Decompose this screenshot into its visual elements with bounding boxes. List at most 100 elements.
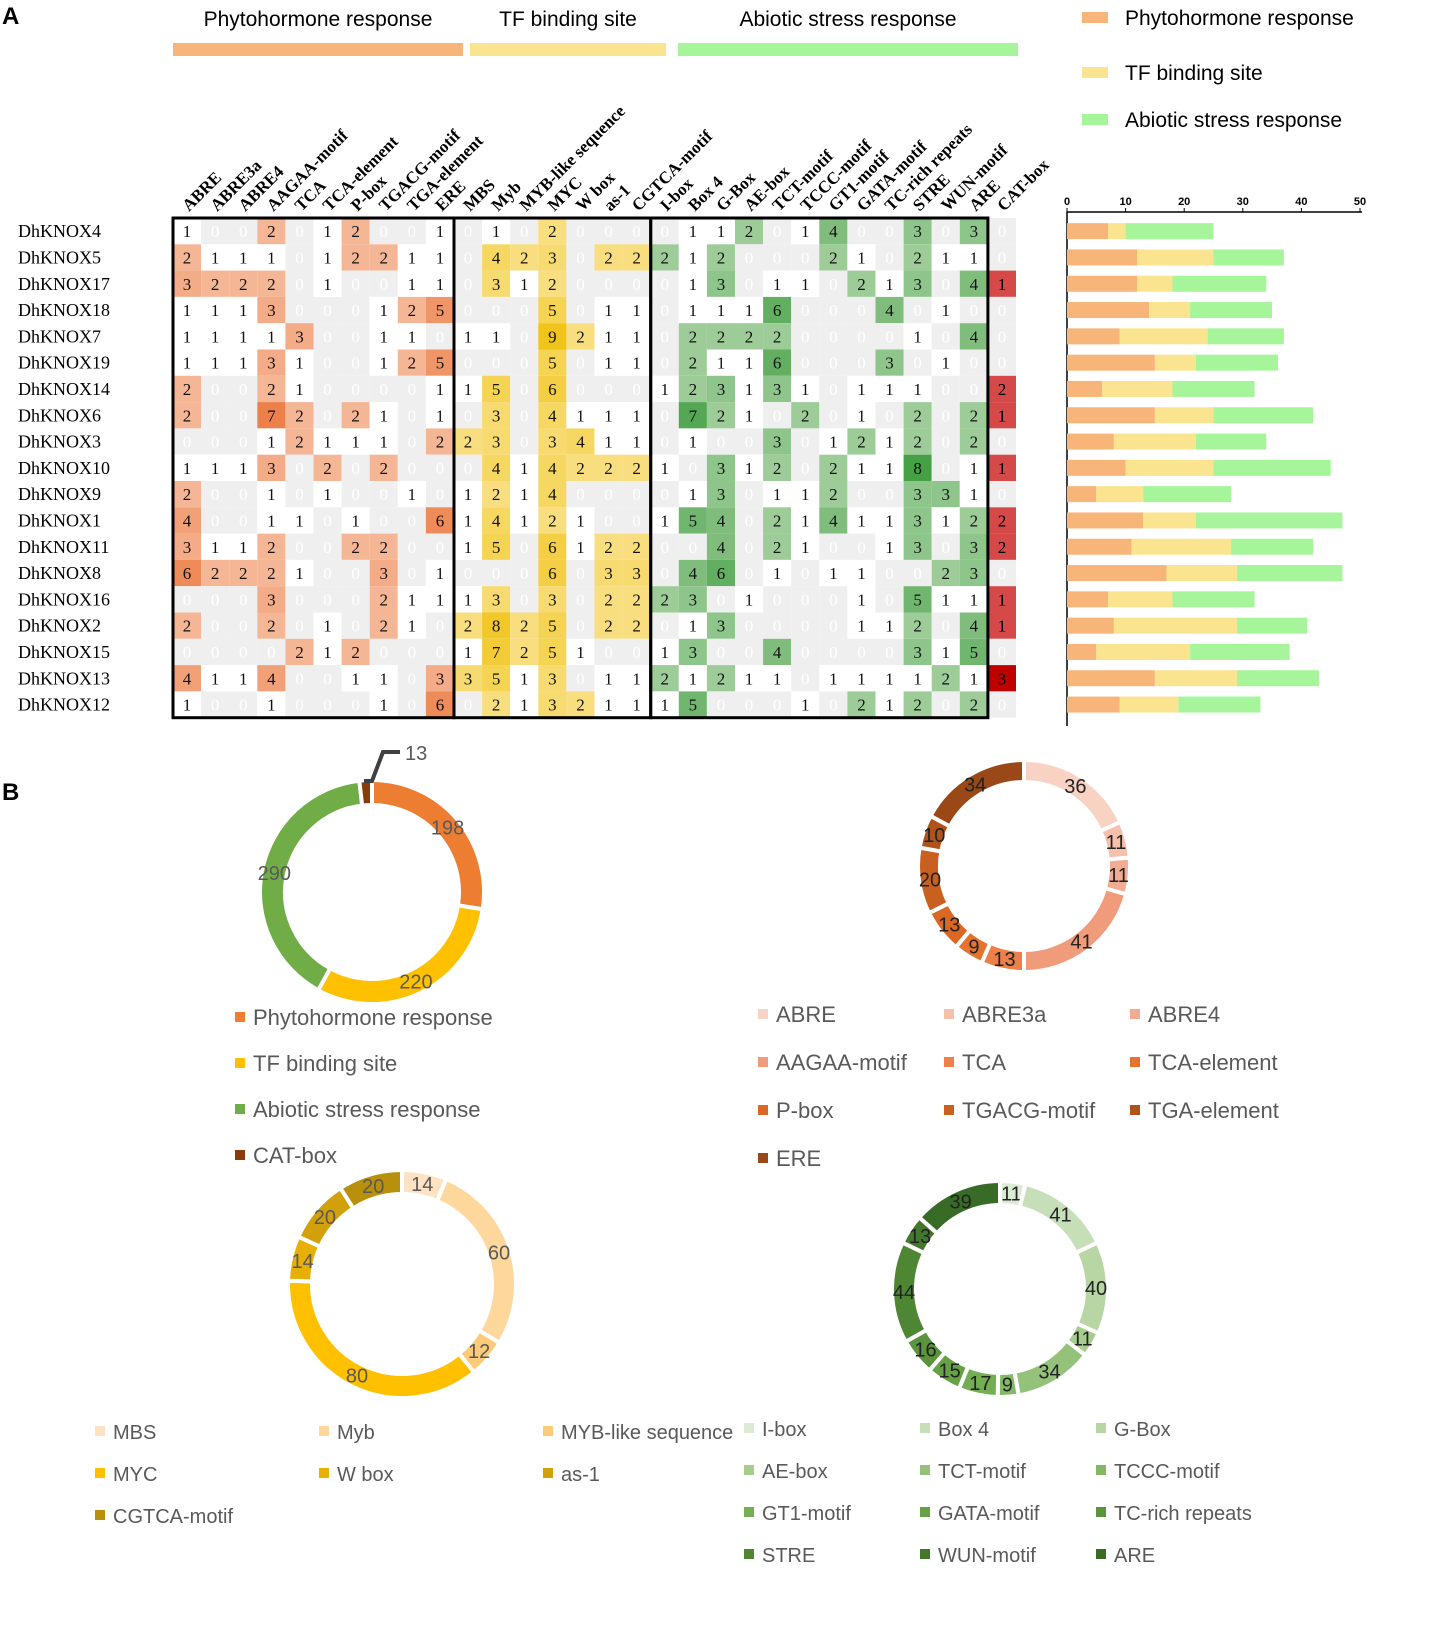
heatmap-cell <box>538 481 567 508</box>
heatmap-cell-value: 1 <box>857 669 866 688</box>
heatmap-cell-value: 1 <box>801 696 810 715</box>
heatmap-cell-value: 1 <box>632 406 641 425</box>
bar-segment <box>1137 249 1214 266</box>
donut-value-label: 17 <box>969 1373 991 1395</box>
heatmap-cell-value: 0 <box>773 590 782 609</box>
heatmap-cell-value: 0 <box>885 590 894 609</box>
heatmap-cell-value: 1 <box>745 590 754 609</box>
heatmap-cell <box>622 586 651 613</box>
heatmap-cell <box>875 323 904 350</box>
heatmap-cell <box>875 638 904 666</box>
heatmap-cell-value: 1 <box>801 380 810 399</box>
heatmap-cell <box>735 559 764 587</box>
heatmap-cell-value: 0 <box>604 643 613 662</box>
heatmap-cell-value: 5 <box>492 380 501 399</box>
heatmap-cell <box>763 481 792 508</box>
heatmap-cell <box>931 612 960 639</box>
heatmap-cell <box>987 323 1016 350</box>
heatmap-cell-value: 6 <box>773 354 782 373</box>
heatmap-cell-value: 3 <box>267 459 276 478</box>
heatmap-cell <box>341 270 370 297</box>
heatmap-cell-value: 0 <box>857 301 866 320</box>
heatmap-cell <box>257 691 286 718</box>
heatmap-cell <box>313 218 342 245</box>
heatmap-cell-value: 3 <box>942 485 951 504</box>
legend-swatch <box>1082 67 1108 78</box>
heatmap-cell <box>650 691 679 718</box>
heatmap-cell <box>650 428 679 455</box>
group-header-bar <box>678 43 1018 56</box>
heatmap-cell-value: 0 <box>745 564 754 583</box>
heatmap-cell <box>257 612 286 639</box>
group-header-bar <box>173 43 463 56</box>
heatmap-cell-value: 0 <box>576 275 585 294</box>
heatmap-cell <box>229 612 258 639</box>
heatmap-cell <box>706 218 735 245</box>
heatmap-cell <box>454 586 483 613</box>
heatmap-cell-value: 4 <box>267 669 276 688</box>
heatmap-cell <box>482 244 511 271</box>
donut-value-label: 14 <box>411 1174 433 1196</box>
heatmap-cell <box>763 218 792 245</box>
heatmap-cell <box>538 559 567 587</box>
gene-label: DhKNOX5 <box>18 247 101 267</box>
heatmap-cell <box>847 559 876 587</box>
heatmap-cell <box>538 402 567 429</box>
heatmap-cell <box>706 402 735 429</box>
heatmap-cell-value: 1 <box>661 380 670 399</box>
heatmap-cell-value: 1 <box>857 617 866 636</box>
heatmap-cell <box>173 586 202 613</box>
heatmap-cell-value: 1 <box>323 433 332 452</box>
heatmap-cell-value: 0 <box>576 617 585 636</box>
heatmap-cell <box>313 691 342 718</box>
heatmap-cell-value: 1 <box>717 222 726 241</box>
donut-legend-label: Myb <box>337 1422 375 1444</box>
heatmap-cell <box>791 323 820 350</box>
heatmap-cell-value: 0 <box>801 669 810 688</box>
heatmap-cell-value: 0 <box>492 564 501 583</box>
heatmap-cell-value: 1 <box>885 380 894 399</box>
donut-legend-swatch <box>920 1423 930 1433</box>
heatmap-cell <box>903 375 932 403</box>
heatmap-cell <box>454 691 483 718</box>
heatmap-cell <box>397 428 426 455</box>
bar-segment <box>1067 617 1114 634</box>
heatmap-cell-value: 0 <box>661 275 670 294</box>
heatmap-cell <box>229 481 258 508</box>
heatmap-cell-value: 4 <box>829 511 838 530</box>
heatmap-cell <box>425 533 454 560</box>
donut-value-label: 13 <box>405 743 427 765</box>
bar-segment <box>1067 670 1155 687</box>
heatmap-cell-value: 1 <box>408 248 417 267</box>
donut-value-label: 34 <box>1038 1361 1060 1383</box>
heatmap-cell-value: 3 <box>436 669 445 688</box>
heatmap-cell-value: 1 <box>801 538 810 557</box>
heatmap-cell <box>594 428 623 455</box>
heatmap-cell <box>313 270 342 297</box>
heatmap-cell <box>678 428 707 455</box>
heatmap-cell-value: 3 <box>267 301 276 320</box>
heatmap-cell-value: 2 <box>801 406 810 425</box>
heatmap-cell-value: 3 <box>295 327 304 346</box>
heatmap-cell <box>510 507 539 534</box>
donut-legend-swatch <box>235 1104 245 1114</box>
donut-legend-label: G-Box <box>1114 1419 1171 1441</box>
bar-segment <box>1178 696 1261 713</box>
heatmap-cell-value: 2 <box>604 538 613 557</box>
heatmap-cell <box>650 586 679 613</box>
heatmap-cell-value: 0 <box>857 538 866 557</box>
heatmap-cell <box>285 349 314 376</box>
heatmap-cell-value: 1 <box>689 275 698 294</box>
donut-legend-label: MYB-like sequence <box>561 1422 733 1444</box>
donut-charts: 198 220 290 13 Phytohormone response TF bindi… <box>95 743 1279 1567</box>
heatmap-cell-value: 2 <box>913 696 922 715</box>
heatmap-cell-value: 2 <box>998 538 1007 557</box>
heatmap-cell-value: 0 <box>492 301 501 320</box>
heatmap-cell <box>229 323 258 350</box>
heatmap-cell-value: 2 <box>576 696 585 715</box>
heatmap-cell-value: 0 <box>436 327 445 346</box>
heatmap-cell-value: 3 <box>970 538 979 557</box>
heatmap-cell-value: 0 <box>380 485 389 504</box>
heatmap-cell <box>454 612 483 639</box>
donut-legend-swatch <box>1130 1105 1140 1115</box>
